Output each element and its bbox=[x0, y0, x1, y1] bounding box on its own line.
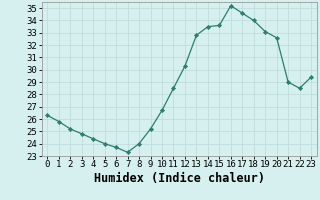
X-axis label: Humidex (Indice chaleur): Humidex (Indice chaleur) bbox=[94, 172, 265, 185]
